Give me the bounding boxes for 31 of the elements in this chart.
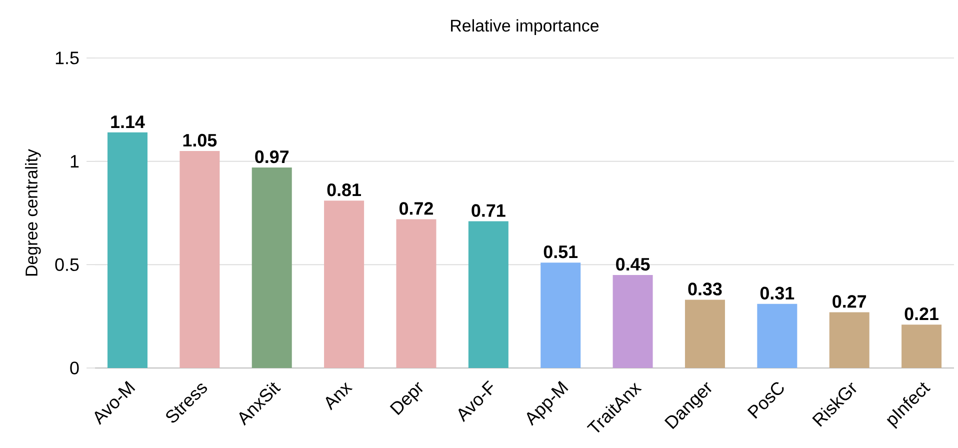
data-label: 0.45 xyxy=(616,258,650,271)
bar xyxy=(468,221,508,368)
data-label: 0.27 xyxy=(832,295,866,308)
y-tick-label: 1 xyxy=(70,155,79,168)
data-label: 0.81 xyxy=(327,183,361,196)
x-tick-label: Anx xyxy=(326,382,353,410)
data-label: 1.14 xyxy=(111,116,145,128)
y-tick-label: 0.5 xyxy=(55,258,79,272)
bar xyxy=(757,304,798,368)
data-label: 0.21 xyxy=(904,307,938,320)
bar xyxy=(180,151,220,368)
y-axis-title: Degree centrality xyxy=(25,149,41,276)
bar xyxy=(829,312,870,368)
bar xyxy=(684,300,725,368)
y-tick-label: 0 xyxy=(70,362,79,374)
bar xyxy=(107,132,148,368)
y-tick-label: 1.5 xyxy=(56,52,79,64)
bar xyxy=(252,168,292,368)
data-label: 0.51 xyxy=(544,245,578,258)
bar xyxy=(902,324,942,368)
chart-title: Relative importance xyxy=(451,19,599,35)
bar xyxy=(540,262,581,368)
data-label: 0.97 xyxy=(255,150,289,164)
data-label: 0.33 xyxy=(688,282,722,296)
bar xyxy=(324,200,364,368)
data-label: 0.72 xyxy=(400,202,433,215)
bar xyxy=(612,275,653,368)
data-label: 0.31 xyxy=(760,286,794,300)
data-label: 0.71 xyxy=(472,204,506,217)
bar xyxy=(396,219,436,368)
data-label: 1.05 xyxy=(183,134,217,147)
